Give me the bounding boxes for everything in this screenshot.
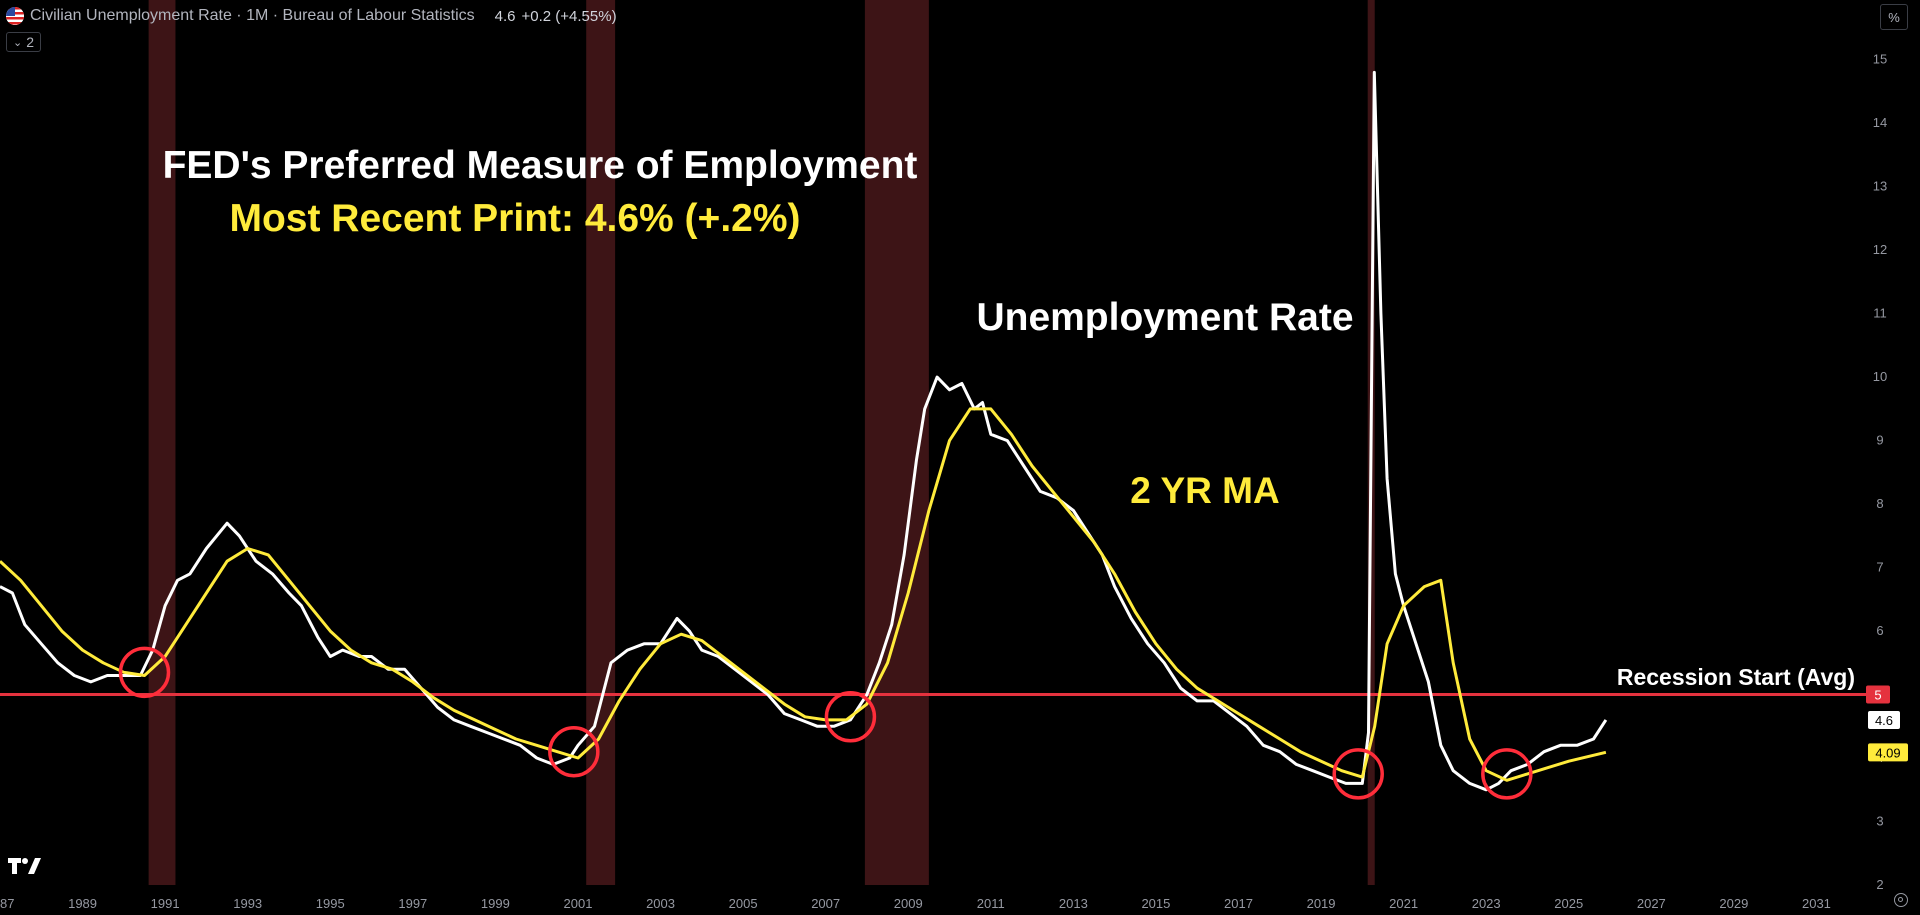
x-tick-label: 2013	[1059, 896, 1088, 911]
last-value-badge	[1868, 743, 1908, 762]
price-labels: 5 4.6 4.09	[1866, 685, 1908, 762]
x-tick-label: 1989	[68, 896, 97, 911]
series-label: Unemployment Rate	[976, 296, 1353, 339]
x-tick-label: 2023	[1472, 896, 1501, 911]
series-lines	[0, 70, 1866, 792]
y-tick-label: 11	[1873, 306, 1887, 321]
x-tick-label: 2015	[1141, 896, 1170, 911]
x-tick-label: 1997	[398, 896, 427, 911]
highlight-circle	[1481, 748, 1533, 800]
y-tick-label: 6	[1876, 623, 1883, 638]
last-value-label: 4.09	[1875, 745, 1900, 760]
x-tick-label: 2019	[1307, 896, 1336, 911]
last-value-label: 4.6	[1875, 713, 1893, 728]
x-tick-label: 2007	[811, 896, 840, 911]
y-tick-label: 14	[1873, 115, 1887, 130]
change-value: +0.2 (+4.55%)	[521, 7, 617, 25]
x-axis: 1987 1989 1991 1993 1995 1997 1999 2001 2003 2005…	[0, 896, 1831, 911]
x-tick-label: 1987	[0, 896, 14, 911]
last-value: 4.6	[494, 7, 516, 25]
y-tick-label: 7	[1876, 560, 1883, 575]
threshold-value-badge	[1866, 685, 1890, 704]
highlight-circles	[118, 646, 1533, 800]
chart-header: Civilian Unemployment Rate · 1M · Bureau…	[6, 4, 617, 28]
x-tick-label: 2021	[1389, 896, 1418, 911]
x-tick-label: 2001	[564, 896, 593, 911]
y-tick-label: 8	[1876, 496, 1883, 511]
two-year-ma-line	[0, 407, 1607, 782]
x-tick-label: 2003	[646, 896, 675, 911]
x-tick-label: 1999	[481, 896, 510, 911]
x-tick-label: 2029	[1719, 896, 1748, 911]
y-tick-label: 12	[1873, 242, 1887, 257]
y-tick-label: 10	[1873, 369, 1887, 384]
highlight-circle	[118, 646, 171, 699]
x-tick-label: 2005	[729, 896, 758, 911]
highlight-circle	[824, 691, 877, 743]
x-tick-label: 1993	[233, 896, 262, 911]
x-tick-label: 2027	[1637, 896, 1666, 911]
percent-scale-button[interactable]: %	[1880, 4, 1908, 30]
highlight-circle	[548, 725, 600, 778]
threshold-label: Recession Start (Avg)	[1617, 664, 1855, 690]
y-tick-label: 13	[1873, 179, 1887, 194]
y-tick-label: 3	[1876, 814, 1883, 829]
y-tick-label: 15	[1873, 52, 1887, 67]
y-tick-label: 2	[1876, 877, 1883, 892]
x-tick-label: 2011	[977, 896, 1005, 911]
settings-gear-icon[interactable]	[1894, 893, 1908, 907]
ma-label: 2 YR MA	[1130, 470, 1279, 511]
last-value-badge	[1868, 710, 1900, 729]
indicator-collapse-button[interactable]: ⌄ 2	[6, 32, 42, 52]
subheadline: Most Recent Print: 4.6% (+.2%)	[229, 197, 800, 240]
indicator-count: 2	[26, 34, 35, 50]
x-tick-label: 1991	[151, 896, 180, 911]
chevron-down-icon: ⌄	[13, 36, 23, 49]
x-tick-label: 2025	[1554, 896, 1583, 911]
recession-band	[148, 0, 176, 885]
tradingview-logo-icon[interactable]	[8, 856, 42, 881]
us-flag-icon	[6, 7, 24, 25]
y-axis: 23456789101112131415	[1873, 52, 1887, 892]
headline: FED's Preferred Measure of Employment	[163, 144, 918, 187]
recession-band	[586, 0, 616, 885]
x-tick-label: 2031	[1802, 896, 1831, 911]
threshold-value-label: 5	[1874, 688, 1881, 703]
x-tick-label: 2009	[894, 896, 923, 911]
symbol-title[interactable]: Civilian Unemployment Rate · 1M · Bureau…	[30, 7, 475, 24]
x-tick-label: 2017	[1224, 896, 1253, 911]
x-tick-label: 1995	[316, 896, 345, 911]
y-tick-label: 9	[1876, 433, 1883, 448]
unemployment-rate-line	[0, 70, 1608, 792]
highlight-circle	[1332, 748, 1384, 800]
recession-bands	[148, 0, 1375, 885]
